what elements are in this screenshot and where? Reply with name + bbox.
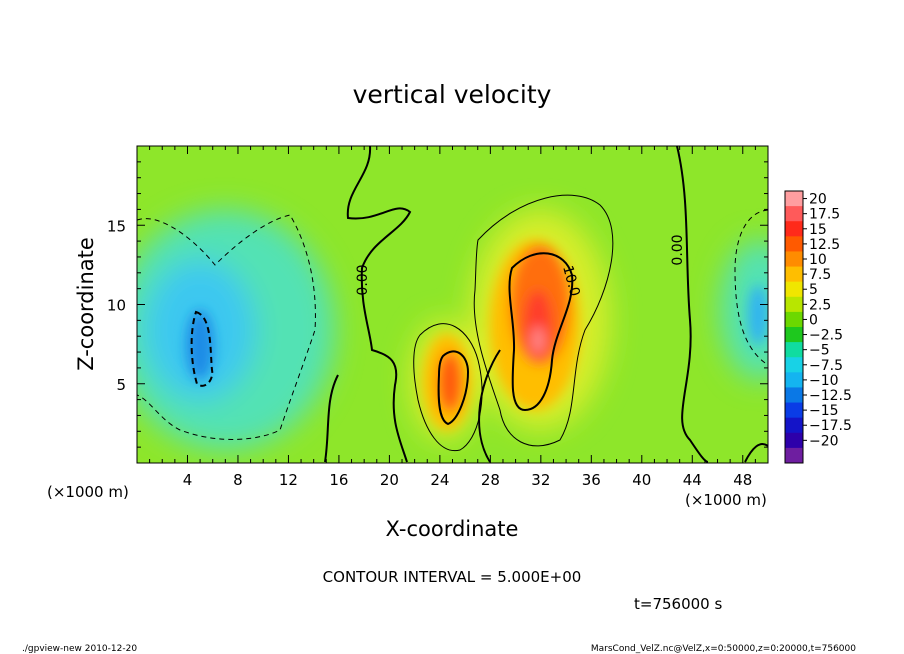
colorbar-label: −2.5: [809, 328, 843, 344]
updraft-main-red: [524, 290, 552, 360]
y-tick-label: 15: [107, 217, 126, 235]
downdraft-region-right: [720, 240, 768, 380]
colorbar-swatch: [785, 266, 803, 283]
x-unit-label-left: (×1000 m): [47, 483, 129, 501]
zero-contour-center: [346, 146, 412, 463]
footer-right: MarsCond_VelZ.nc@VelZ,x=0:50000,z=0:2000…: [591, 644, 856, 654]
colorbar-label: 7.5: [809, 267, 831, 283]
colorbar-swatch: [785, 387, 803, 404]
colorbar-label: −12.5: [809, 388, 852, 404]
colorbar-swatch: [785, 327, 803, 343]
x-tick-label: 20: [380, 471, 399, 489]
time-label: t=756000 s: [634, 595, 722, 613]
colorbar-swatch: [785, 447, 803, 464]
contour-label: 0.00: [355, 264, 371, 295]
colorbar-label: −7.5: [809, 358, 843, 374]
colorbar-swatch: [785, 357, 803, 373]
colorbar-swatch: [785, 236, 803, 252]
zero-contour-lower-left: [324, 374, 339, 463]
colorbar-swatch: [785, 191, 803, 207]
x-tick-label: 4: [183, 471, 193, 489]
colorbar-label: −15: [809, 403, 839, 419]
colorbar: 2017.51512.5107.552.50−2.5−5−7.5−10−12.5…: [784, 190, 852, 464]
neg-contour-right: [734, 209, 768, 366]
colorbar-swatch: [785, 417, 803, 434]
colorbar-swatch: [785, 402, 803, 419]
colorbar-swatch: [785, 221, 803, 237]
y-axis: 5 10 15: [107, 161, 768, 448]
zero-contour-mid: [478, 349, 501, 463]
chart-title: vertical velocity: [353, 80, 552, 109]
updraft-small-orange: [438, 352, 462, 412]
x-unit-label-right: (×1000 m): [685, 491, 767, 509]
neg-contour-left-envelope: [137, 214, 316, 440]
colorbar-swatch: [785, 432, 803, 449]
x-tick-label: 8: [233, 471, 243, 489]
colorbar-label: −20: [809, 433, 839, 449]
x-tick-label: 48: [733, 471, 752, 489]
contour-label: 0.00: [670, 234, 686, 265]
contour-label: 10.0: [559, 264, 583, 298]
zero-contour-right: [676, 146, 709, 463]
downdraft-core-left: [186, 310, 214, 380]
colorbar-label: 5: [809, 282, 818, 298]
x-tick-label: 44: [683, 471, 702, 489]
updraft-main-peak: [532, 326, 544, 354]
colorbar-label: 10: [809, 252, 827, 268]
x-tick-label: 32: [531, 471, 550, 489]
colorbar-swatch: [785, 296, 803, 313]
colorbar-label: 0: [809, 312, 818, 328]
colorbar-label: 12.5: [809, 237, 840, 253]
colorbar-label: 20: [809, 192, 827, 208]
contour-labels: 0.00 10.0 0.00: [355, 234, 686, 298]
colorbar-swatch: [785, 206, 803, 222]
colorbar-label: −10: [809, 373, 839, 389]
x-axis-label: X-coordinate: [386, 517, 519, 541]
pos-contour-main-envelope: [473, 194, 614, 447]
pos-contour-small-10: [437, 350, 470, 426]
x-tick-label: 24: [430, 471, 449, 489]
x-tick-label: 28: [481, 471, 500, 489]
y-tick-label: 5: [116, 376, 126, 394]
colorbar-swatch: [785, 281, 803, 298]
footer-left: ./gpview-new 2010-12-20: [22, 644, 137, 654]
colorbar-swatch: [785, 251, 803, 268]
pos-contour-small-envelope: [413, 323, 483, 452]
pos-contour-main-10: [508, 252, 574, 412]
colorbar-label: −17.5: [809, 418, 852, 434]
x-tick-label: 16: [329, 471, 348, 489]
contour-interval: CONTOUR INTERVAL = 5.000E+00: [323, 568, 582, 586]
colorbar-label: 2.5: [809, 297, 831, 313]
colorbar-frame: [784, 190, 804, 464]
y-axis-label: Z-coordinate: [74, 237, 98, 371]
plot-area: 0.00 10.0 0.00: [137, 146, 768, 463]
downdraft-core-right: [748, 285, 768, 345]
colorbar-label: 17.5: [809, 207, 840, 223]
y-tick-label: 10: [107, 297, 126, 315]
x-axis: 4 8 12 16 20 24 28 32 36 40 44 48: [149, 146, 756, 489]
x-tick-label: 12: [279, 471, 298, 489]
x-tick-label: 36: [582, 471, 601, 489]
colorbar-swatch: [785, 311, 803, 328]
colorbar-label: −5: [809, 343, 830, 359]
zero-contour-right-edge: [744, 443, 768, 463]
colorbar-swatch: [785, 342, 803, 358]
colorbar-swatch: [785, 372, 803, 388]
x-tick-label: 40: [632, 471, 651, 489]
colorbar-label: 15: [809, 222, 827, 238]
